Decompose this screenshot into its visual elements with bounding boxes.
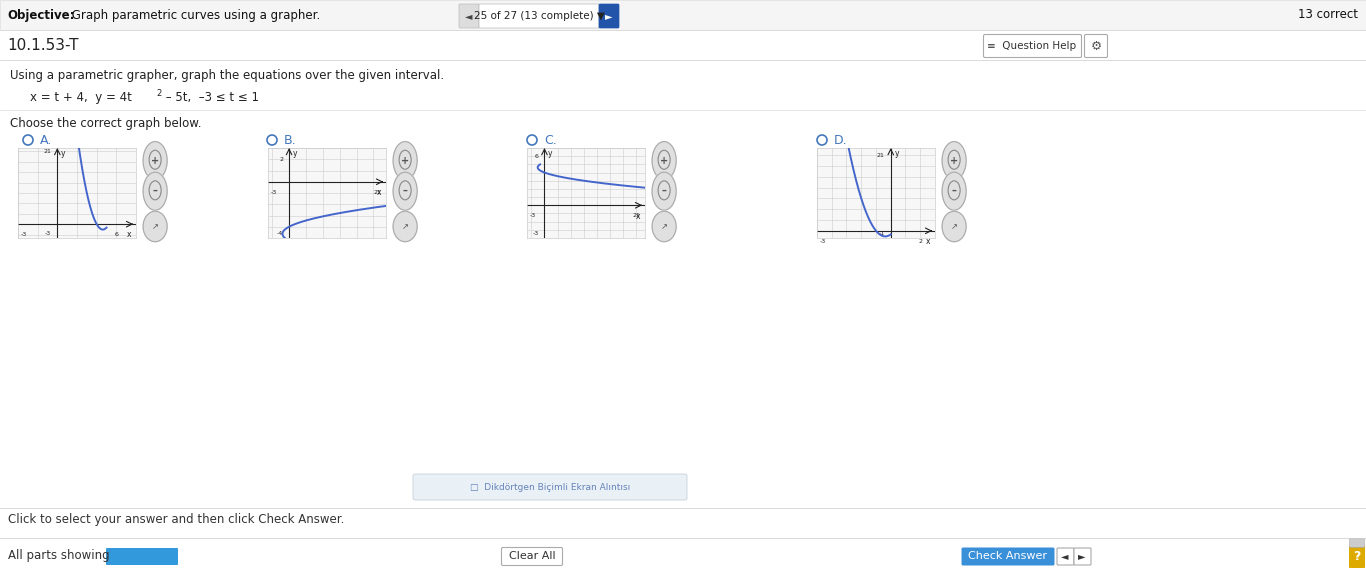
Text: -3: -3 — [20, 232, 26, 237]
Text: Graph parametric curves using a grapher.: Graph parametric curves using a grapher. — [68, 9, 320, 21]
Circle shape — [393, 142, 417, 180]
FancyBboxPatch shape — [600, 4, 619, 28]
Text: D.: D. — [835, 134, 848, 146]
Circle shape — [652, 142, 676, 180]
Text: 6: 6 — [115, 232, 119, 237]
Circle shape — [393, 211, 417, 242]
Text: ↗: ↗ — [152, 222, 158, 231]
FancyBboxPatch shape — [107, 548, 178, 565]
FancyBboxPatch shape — [1057, 548, 1074, 565]
Text: 21: 21 — [632, 213, 641, 218]
FancyBboxPatch shape — [962, 548, 1055, 566]
Text: ↗: ↗ — [951, 222, 958, 231]
Circle shape — [393, 172, 417, 210]
Text: +: + — [152, 156, 160, 166]
Text: 2: 2 — [279, 157, 283, 162]
Circle shape — [143, 211, 167, 242]
Text: -4: -4 — [277, 231, 283, 236]
FancyBboxPatch shape — [0, 30, 1366, 60]
Text: 21: 21 — [374, 190, 381, 195]
Text: -3: -3 — [45, 231, 52, 236]
Text: ◄: ◄ — [466, 11, 473, 21]
FancyBboxPatch shape — [459, 4, 479, 28]
Text: ►: ► — [605, 11, 613, 21]
Text: Check Answer: Check Answer — [968, 551, 1048, 561]
Text: 10.1.53-T: 10.1.53-T — [7, 37, 78, 52]
Text: Choose the correct graph below.: Choose the correct graph below. — [10, 118, 202, 131]
Text: –: – — [661, 186, 667, 196]
Text: ◄: ◄ — [1061, 551, 1068, 561]
Text: –: – — [403, 186, 407, 196]
FancyBboxPatch shape — [413, 474, 687, 500]
Text: ►: ► — [1078, 551, 1086, 561]
Text: x: x — [926, 237, 930, 246]
Text: – 5t,  –3 ≤ t ≤ 1: – 5t, –3 ≤ t ≤ 1 — [163, 90, 260, 104]
Text: Using a parametric grapher, graph the equations over the given interval.: Using a parametric grapher, graph the eq… — [10, 70, 444, 82]
Text: All parts showing: All parts showing — [8, 550, 109, 563]
Text: y: y — [61, 149, 66, 158]
Text: -3: -3 — [820, 239, 825, 244]
Text: ↗: ↗ — [661, 222, 668, 231]
Text: □  Dikdörtgen Biçimli Ekran Alıntısı: □ Dikdörtgen Biçimli Ekran Alıntısı — [470, 483, 630, 491]
Text: x: x — [127, 230, 131, 240]
Text: ⚙: ⚙ — [1090, 40, 1101, 52]
Text: ↗: ↗ — [402, 222, 408, 231]
Text: –: – — [952, 186, 956, 196]
Text: 2: 2 — [918, 239, 922, 244]
FancyBboxPatch shape — [0, 0, 1366, 30]
Text: 13 correct: 13 correct — [1298, 9, 1358, 21]
Text: 6: 6 — [534, 154, 538, 158]
Text: x: x — [377, 188, 381, 197]
FancyBboxPatch shape — [1350, 539, 1365, 548]
Circle shape — [943, 172, 966, 210]
Text: 21: 21 — [44, 149, 52, 154]
Text: +: + — [951, 156, 958, 166]
Text: -3: -3 — [270, 190, 276, 195]
Text: C.: C. — [544, 134, 557, 146]
FancyBboxPatch shape — [984, 35, 1082, 58]
Text: y: y — [548, 149, 552, 158]
Text: B.: B. — [284, 134, 296, 146]
Circle shape — [652, 172, 676, 210]
Text: +: + — [402, 156, 410, 166]
Text: y: y — [292, 149, 298, 158]
Circle shape — [943, 142, 966, 180]
Text: -1: -1 — [878, 231, 885, 236]
Text: y: y — [895, 149, 899, 158]
Text: Click to select your answer and then click Check Answer.: Click to select your answer and then cli… — [8, 513, 344, 526]
FancyBboxPatch shape — [479, 4, 600, 28]
Text: Objective:: Objective: — [7, 9, 75, 21]
Text: A.: A. — [40, 134, 52, 146]
Text: +: + — [660, 156, 668, 166]
Circle shape — [143, 142, 167, 180]
FancyBboxPatch shape — [1074, 548, 1091, 565]
Text: 2: 2 — [156, 89, 161, 98]
Circle shape — [652, 211, 676, 242]
Text: Clear All: Clear All — [508, 551, 556, 561]
Text: 25 of 27 (13 complete) ▼: 25 of 27 (13 complete) ▼ — [474, 11, 604, 21]
FancyBboxPatch shape — [1085, 35, 1108, 58]
Text: –: – — [153, 186, 157, 196]
Text: ?: ? — [1354, 550, 1361, 563]
FancyBboxPatch shape — [501, 548, 563, 566]
Text: x = t + 4,  y = 4t: x = t + 4, y = 4t — [30, 90, 133, 104]
Text: -3: -3 — [533, 231, 538, 236]
FancyBboxPatch shape — [1350, 546, 1365, 568]
Circle shape — [943, 211, 966, 242]
Text: x: x — [635, 211, 641, 221]
Circle shape — [143, 172, 167, 210]
Text: ≡  Question Help: ≡ Question Help — [988, 41, 1076, 51]
Text: 21: 21 — [877, 153, 885, 158]
Text: -3: -3 — [530, 213, 535, 218]
